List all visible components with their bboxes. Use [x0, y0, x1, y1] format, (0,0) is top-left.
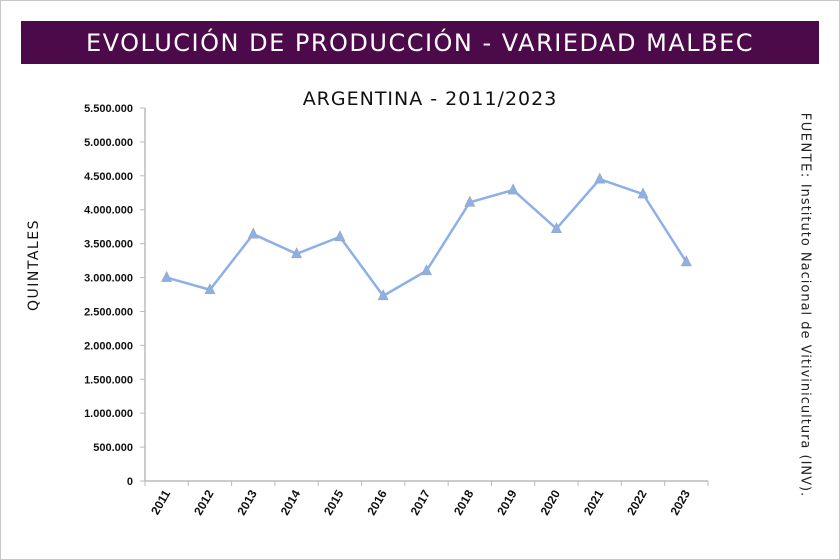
- y-tick-label: 4.000.000: [84, 205, 133, 217]
- y-tick-label: 5.500.000: [84, 103, 133, 115]
- y-tick-label: 1.000.000: [84, 408, 133, 420]
- x-tick-label: 2016: [364, 487, 390, 517]
- data-point-marker: [550, 222, 562, 234]
- x-tick-label: 2021: [581, 487, 607, 517]
- data-point-marker: [377, 289, 389, 301]
- data-point-marker: [637, 187, 649, 199]
- data-point-marker: [680, 255, 692, 267]
- x-tick-label: 2018: [451, 487, 477, 517]
- x-tick-label: 2023: [667, 487, 693, 517]
- x-tick-label: 2013: [234, 487, 260, 517]
- x-tick-label: 2011: [148, 487, 173, 517]
- data-point-marker: [247, 227, 259, 239]
- x-tick-label: 2022: [624, 487, 650, 517]
- data-point-marker: [204, 283, 216, 295]
- x-tick-label: 2017: [408, 487, 434, 517]
- x-tick-label: 2020: [538, 487, 564, 517]
- series-line: [166, 177, 688, 298]
- y-tick-label: 5.000.000: [84, 137, 133, 149]
- chart-title: EVOLUCIÓN DE PRODUCCIÓN - VARIEDAD MALBE…: [21, 21, 819, 64]
- y-tick-label: 2.000.000: [84, 340, 133, 352]
- x-tick-label: 2015: [321, 487, 347, 517]
- y-tick-label: 500.000: [93, 442, 133, 454]
- y-tick-label: 4.500.000: [84, 171, 133, 183]
- data-point-marker: [594, 172, 606, 184]
- x-tick-label: 2014: [278, 487, 304, 517]
- y-tick-label: 1.500.000: [84, 374, 133, 386]
- data-point-marker: [507, 183, 519, 195]
- y-tick-label: 2.500.000: [84, 306, 133, 318]
- x-tick-label: 2012: [191, 487, 217, 517]
- x-tick-label: 2019: [494, 487, 520, 517]
- y-tick-label: 0: [127, 476, 133, 488]
- y-tick-label: 3.000.000: [84, 273, 133, 285]
- data-point-marker: [334, 230, 346, 242]
- y-tick-label: 3.500.000: [84, 239, 133, 251]
- data-point-marker: [291, 247, 303, 259]
- data-point-marker: [464, 195, 476, 207]
- data-point-marker: [161, 270, 173, 282]
- data-point-marker: [421, 264, 432, 276]
- chart-subtitle: ARGENTINA - 2011/2023: [302, 88, 558, 110]
